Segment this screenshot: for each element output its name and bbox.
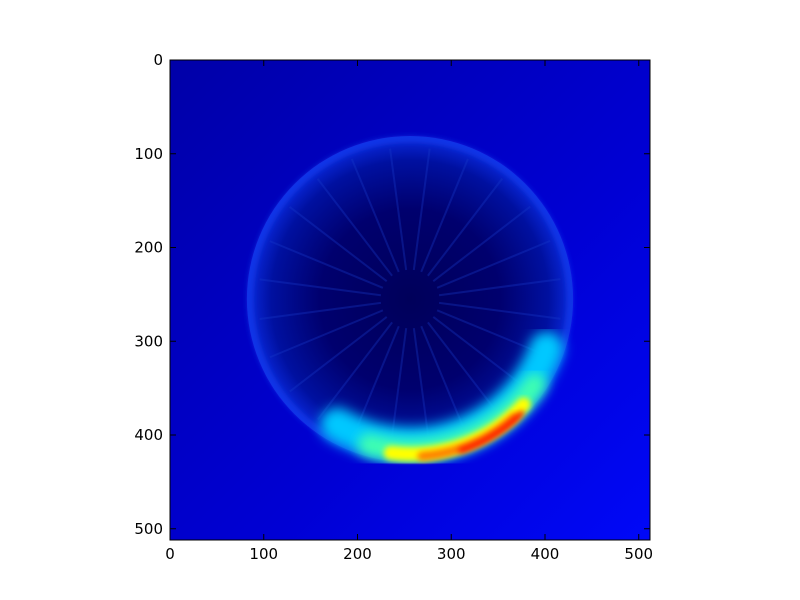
disk-streak [259,278,382,297]
y-tick-label: 200 [134,239,163,257]
hot-arc [320,331,564,462]
y-tick-label: 300 [134,332,163,350]
x-tick-label: 300 [437,545,466,563]
disk-streak [350,158,400,273]
disk-streak [438,301,561,320]
disk-streak [412,148,431,271]
x-tick-label: 200 [343,545,372,563]
plot-area [170,60,650,540]
disk-streak [316,178,393,277]
disk-streak [432,205,531,282]
plot-frame [169,59,651,541]
disk-streak [420,158,469,273]
y-tick-label: 400 [134,426,163,444]
x-axis: 0 100 200 300 400 500 [165,60,653,563]
x-tick-label: 500 [624,545,653,563]
disk-streak [436,239,551,289]
disk-streak [269,309,384,359]
disk-streak [288,206,388,283]
disk-streak [259,301,382,320]
disk-streak [389,148,408,271]
hot-arc-band [458,410,525,453]
y-axis: 0 100 200 300 400 500 [134,51,650,538]
disk [246,135,574,463]
x-tick-label: 400 [531,545,560,563]
disk-streak [427,178,504,277]
disk-streak [289,316,388,393]
x-tick-label: 100 [249,545,278,563]
x-tick-label: 0 [165,545,175,563]
y-tick-label: 500 [134,520,163,538]
disk-streak [269,240,384,289]
disk-streak [316,321,393,421]
disk-streak [438,278,561,297]
y-tick-label: 0 [153,51,163,69]
y-tick-label: 100 [134,145,163,163]
